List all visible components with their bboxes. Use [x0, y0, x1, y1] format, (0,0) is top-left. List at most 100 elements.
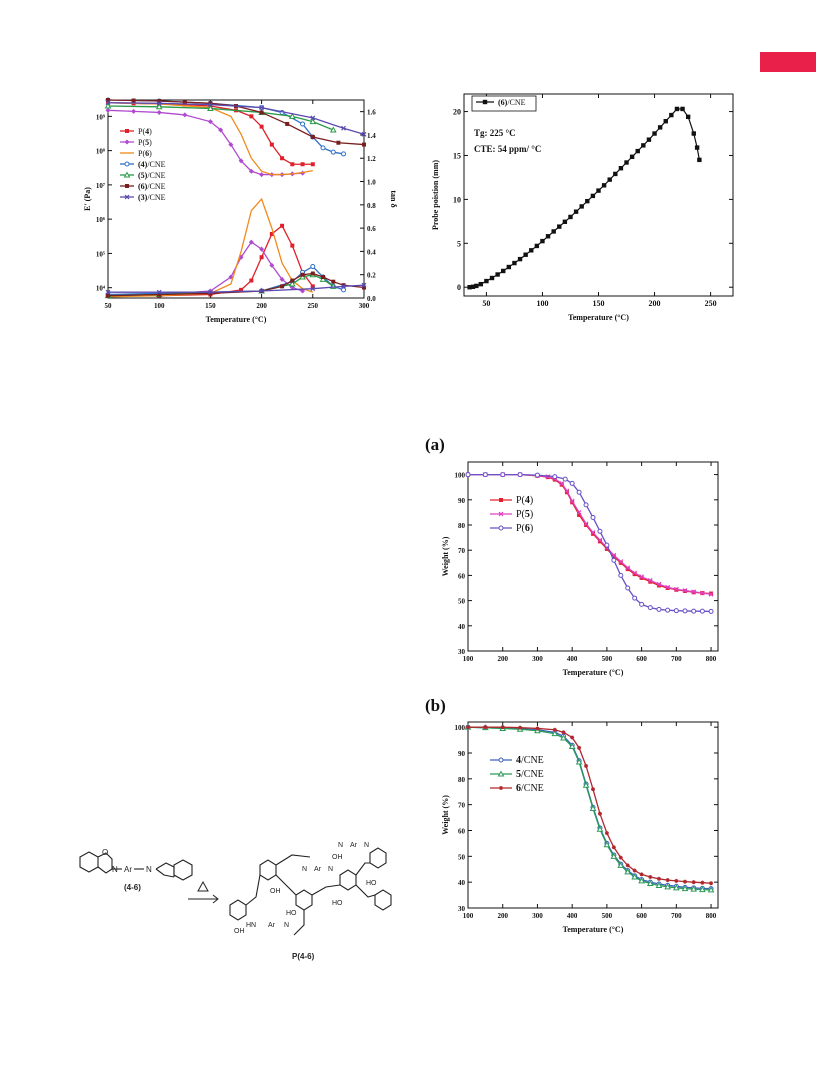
data-point: [300, 272, 305, 277]
y-tick-label: 15: [453, 151, 461, 160]
legend-label: 5/CNE: [516, 769, 544, 780]
data-point: [585, 198, 590, 204]
plot-frame: [463, 93, 734, 297]
legend-label: P(4): [516, 495, 533, 506]
data-point: [577, 745, 582, 750]
data-point: [540, 238, 545, 244]
polymer-n-3: N: [328, 866, 333, 873]
data-point: [575, 758, 583, 765]
data-point: [207, 102, 213, 108]
data-point: [590, 530, 596, 535]
legend-marker: [498, 525, 504, 531]
data-point: [632, 868, 637, 873]
data-point: [249, 278, 254, 283]
data-point: [290, 162, 295, 167]
data-point: [618, 560, 623, 565]
data-point: [534, 727, 541, 734]
monomer-structure: [79, 851, 193, 881]
polymer-ho-2: HO: [366, 880, 377, 887]
data-point: [656, 581, 662, 587]
data-point: [500, 725, 505, 730]
data-point: [106, 98, 110, 102]
data-point: [665, 584, 671, 590]
data-point: [589, 805, 597, 812]
x-axis-label: Temperature (°C): [563, 925, 624, 934]
y2-axis-label: tan δ: [389, 190, 398, 207]
data-point: [467, 285, 472, 290]
data-point: [552, 727, 557, 732]
data-point: [632, 595, 638, 601]
x-tick-label: 250: [308, 302, 319, 310]
data-point: [501, 268, 506, 274]
data-point: [632, 572, 637, 577]
data-point: [105, 289, 111, 295]
data-point: [699, 590, 705, 596]
polymer-ar-2: Ar: [314, 866, 322, 873]
data-point: [681, 885, 689, 892]
tga-a-chart: 100 200 300 400 500 600 700 800 30 40 50 60 70 80 90 10…: [441, 461, 719, 677]
legend-label: P(5): [138, 138, 152, 147]
data-point: [665, 878, 670, 883]
data-point: [182, 112, 188, 118]
data-point: [708, 608, 714, 614]
polymer-ho-1: HO: [286, 910, 297, 917]
data-point: [646, 137, 652, 142]
legend-label: (3)/CNE: [138, 193, 166, 202]
data-point: [639, 872, 644, 877]
x-tick-label: 300: [532, 912, 543, 920]
data-point: [545, 234, 551, 239]
data-point: [131, 98, 136, 103]
data-point: [663, 119, 668, 124]
data-point: [665, 607, 671, 613]
y-tick-label: 70: [458, 802, 466, 810]
data-point: [591, 531, 595, 536]
data-point: [157, 99, 162, 104]
polymer-ar-3: Ar: [350, 842, 358, 849]
y-tick-label: 80: [458, 776, 466, 784]
data-point: [568, 743, 576, 750]
y-tick-label: 20: [453, 108, 461, 117]
data-point: [699, 886, 706, 893]
data-point: [629, 154, 635, 159]
monomer-o-left: O: [102, 848, 108, 857]
data-point: [517, 256, 523, 262]
polymer-oh-1: OH: [234, 928, 245, 935]
data-point: [618, 572, 624, 578]
polymer-ho-3: HO: [332, 900, 343, 907]
data-point: [648, 875, 653, 879]
y-tick-label: 10⁸: [96, 148, 105, 156]
data-point: [361, 282, 367, 288]
y-axis-label: Weight (%): [441, 536, 450, 576]
data-point: [534, 472, 540, 478]
data-point: [632, 570, 638, 576]
data-point: [569, 498, 575, 504]
data-point: [518, 725, 523, 730]
accent-tab: [760, 52, 816, 72]
data-point: [288, 112, 296, 119]
data-point: [657, 125, 663, 130]
data-point: [218, 127, 224, 133]
data-point: [289, 285, 295, 291]
x-tick-label: 100: [536, 299, 548, 308]
data-point: [280, 156, 285, 161]
data-point: [310, 284, 315, 289]
y-tick-label: 10⁷: [96, 182, 105, 190]
data-point: [590, 193, 596, 199]
y-tick-label: 40: [458, 623, 466, 631]
legend-label: 6/CNE: [516, 783, 544, 794]
legend-label: P(5): [516, 509, 533, 520]
data-point: [597, 537, 603, 543]
data-point: [570, 500, 575, 505]
data-point: [579, 204, 584, 209]
data-point: [576, 509, 582, 515]
polymer-hn: HN: [246, 922, 256, 929]
y-tick-label: 10⁹: [96, 113, 105, 121]
data-point: [551, 229, 556, 234]
data-point: [652, 131, 657, 136]
legend-marker: [499, 786, 503, 790]
data-point: [597, 539, 602, 544]
x-tick-label: 200: [649, 299, 661, 308]
data-point: [604, 546, 609, 551]
data-point: [597, 528, 603, 534]
polymer-oh-2: OH: [270, 888, 281, 895]
